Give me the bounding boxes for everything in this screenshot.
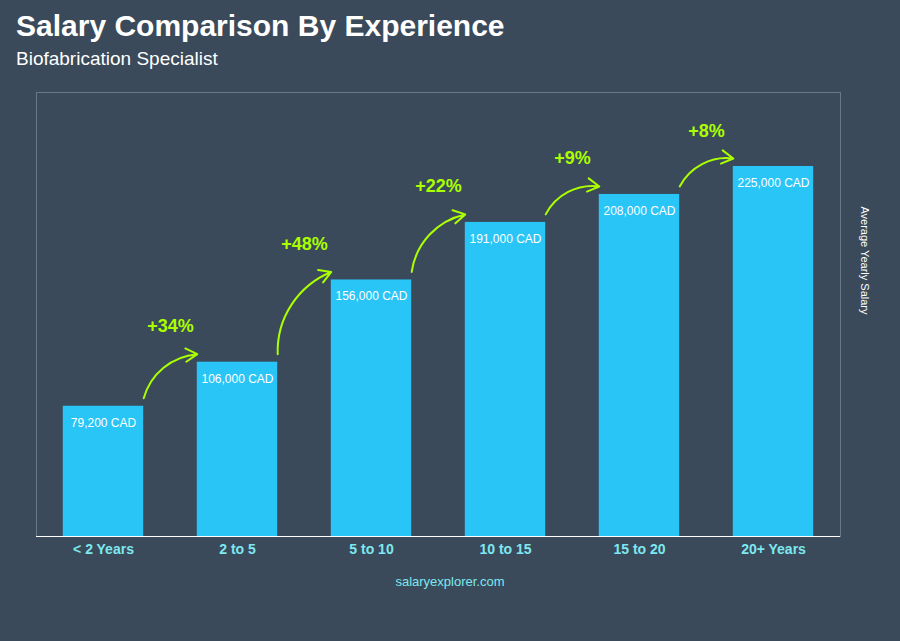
html-text:salaryexplorer.com: salaryexplorer.com [395,574,505,589]
html-text:Biofabrication Specialist: Biofabrication Specialist [16,48,218,69]
svg-text:Average Yearly Salary: Average Yearly Salary [859,206,871,315]
svg-text:+9%: +9% [554,148,591,168]
svg-text:191,000 CAD: 191,000 CAD [469,232,541,246]
html-text:Salary Comparison By Experienc: Salary Comparison By Experience [16,9,505,42]
svg-text:79,200 CAD: 79,200 CAD [71,416,137,430]
svg-text:< 2 Years: < 2 Years [73,541,134,557]
svg-text:106,000 CAD: 106,000 CAD [201,372,273,386]
svg-text:+22%: +22% [415,176,462,196]
svg-text:2 to 5: 2 to 5 [219,541,256,557]
svg-text:+34%: +34% [147,316,194,336]
svg-text:156,000 CAD: 156,000 CAD [335,289,407,303]
svg-text:+48%: +48% [281,234,328,254]
svg-text:20+ Years: 20+ Years [741,541,806,557]
svg-text:10 to 15: 10 to 15 [479,541,531,557]
svg-text:15 to 20: 15 to 20 [613,541,665,557]
svg-text:208,000 CAD: 208,000 CAD [603,204,675,218]
svg-text:225,000 CAD: 225,000 CAD [737,176,809,190]
svg-text:5 to 10: 5 to 10 [349,541,394,557]
svg-text:+8%: +8% [688,121,725,141]
